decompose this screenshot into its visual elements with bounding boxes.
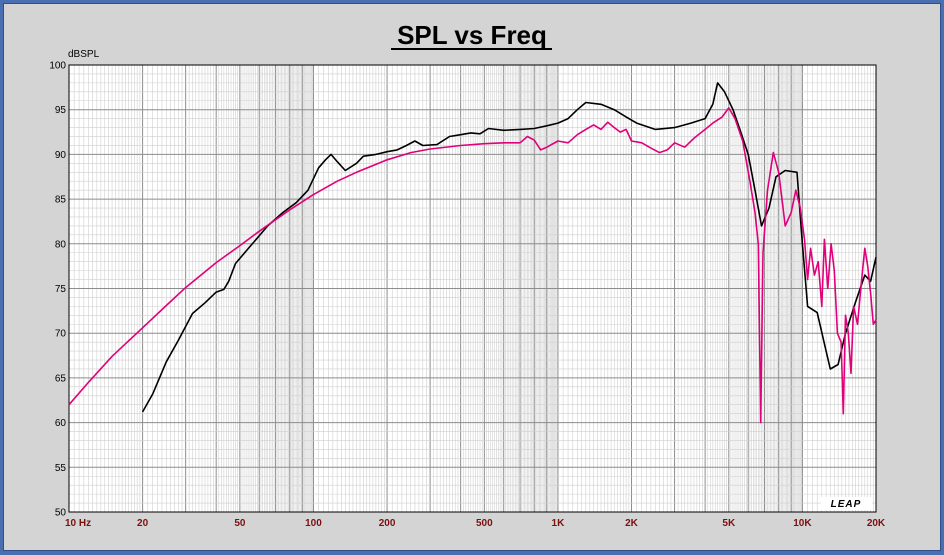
- y-tick-label: 50: [55, 508, 67, 519]
- x-tick-label: 2K: [625, 518, 639, 529]
- x-tick-label: 20K: [867, 518, 886, 529]
- y-tick-label: 85: [55, 195, 67, 206]
- x-tick-label: 20: [137, 518, 149, 529]
- x-tick-label: 50: [234, 518, 246, 529]
- y-tick-label: 65: [55, 373, 67, 384]
- y-tick-label: 90: [55, 150, 67, 161]
- chart-title: SPL vs Freq: [397, 20, 547, 50]
- y-tick-label: 95: [55, 105, 67, 116]
- x-tick-label: 5K: [722, 518, 736, 529]
- leap-logo-box: [821, 497, 872, 510]
- y-tick-label: 55: [55, 463, 67, 474]
- series-line-1: [141, 82, 877, 413]
- y-axis-label: dBSPL: [68, 49, 100, 60]
- y-tick-label: 70: [55, 329, 67, 340]
- x-tick-label: 10K: [793, 518, 812, 529]
- x-tick-label: 100: [305, 518, 322, 529]
- y-tick-label: 80: [55, 239, 67, 250]
- leap-logo: LEAP: [831, 499, 862, 510]
- x-tick-label: 200: [379, 518, 396, 529]
- x-tick-label: 1K: [552, 518, 566, 529]
- x-tick-label: 500: [476, 518, 493, 529]
- series-line-2: [68, 107, 877, 424]
- y-tick-label: 60: [55, 418, 67, 429]
- chart-frame: SPL vs Freq dBSPL 100 95 90 85 80 75 70 65 60 55 5…: [3, 3, 941, 551]
- plot-border: [68, 64, 877, 513]
- y-tick-label: 100: [49, 61, 66, 72]
- y-tick-label: 75: [55, 284, 67, 295]
- spl-chart: SPL vs Freq dBSPL 100 95 90 85 80 75 70 65 60 55 5…: [49, 20, 886, 529]
- x-tick-label: 10 Hz: [65, 518, 91, 529]
